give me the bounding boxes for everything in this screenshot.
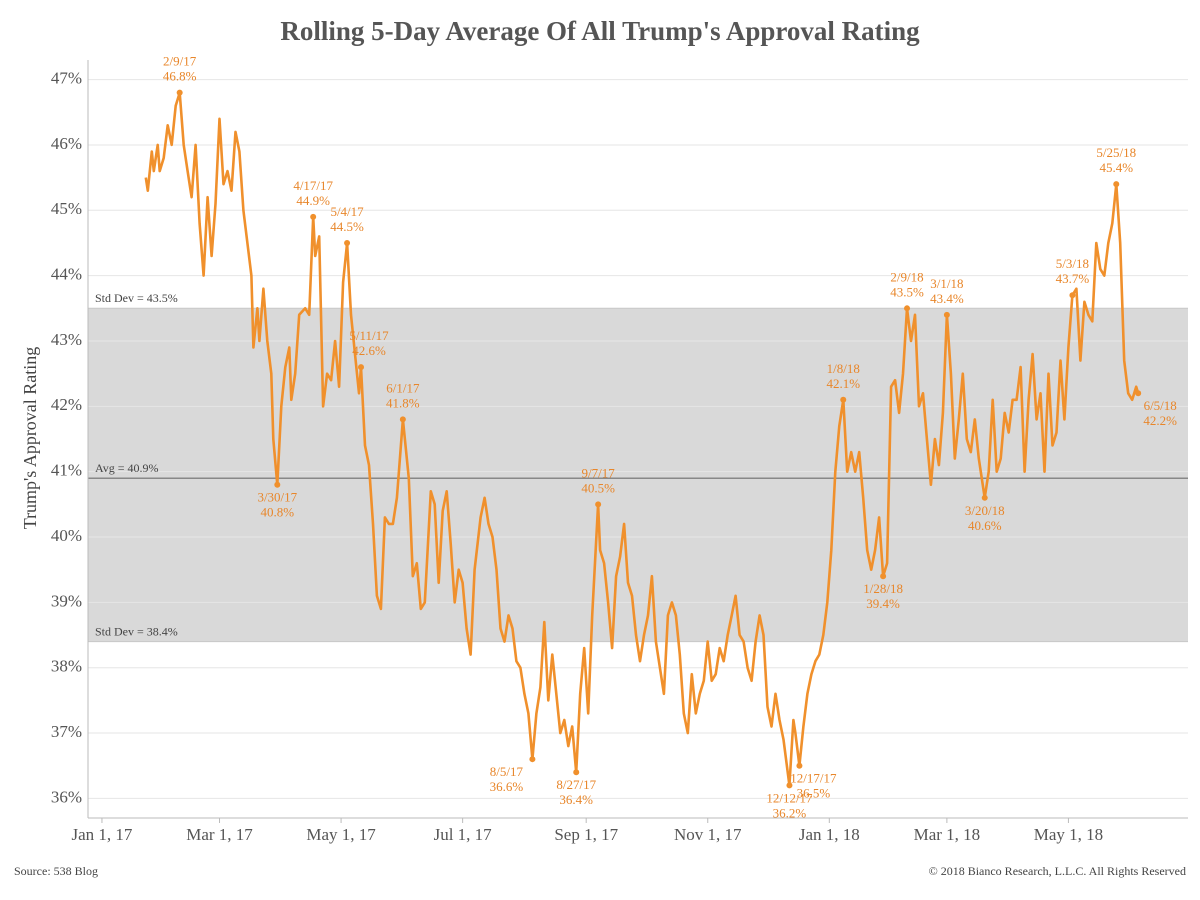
annotation-point — [310, 213, 317, 220]
annotation-date: 3/20/18 — [965, 503, 1005, 518]
annotation-value: 43.5% — [890, 284, 924, 299]
annotation-point — [176, 89, 183, 96]
annotation-value: 43.4% — [930, 291, 964, 306]
annotation-value: 41.8% — [386, 395, 420, 410]
source: Source: 538 Blog — [14, 864, 98, 878]
annotation-date: 5/4/17 — [330, 204, 364, 219]
x-tick-label: May 1, 18 — [1034, 825, 1103, 844]
annotation-date: 12/12/17 — [766, 790, 813, 805]
annotation-point — [529, 756, 536, 763]
y-tick-label: 41% — [51, 461, 82, 480]
y-tick-label: 43% — [51, 330, 82, 349]
x-tick-label: Jan 1, 18 — [799, 825, 860, 844]
annotation-value: 42.1% — [826, 376, 860, 391]
annotation-date: 8/5/17 — [490, 764, 524, 779]
annotation-point — [399, 416, 406, 423]
y-tick-label: 44% — [51, 265, 82, 284]
annotation-point — [796, 762, 803, 769]
annotation-point — [786, 782, 793, 789]
annotation-date: 2/9/18 — [890, 269, 923, 284]
annotation-value: 45.4% — [1099, 160, 1133, 175]
y-tick-label: 42% — [51, 395, 82, 414]
x-tick-label: Jul 1, 17 — [434, 825, 493, 844]
annotation-date: 9/7/17 — [582, 465, 616, 480]
y-tick-label: 40% — [51, 526, 82, 545]
annotation-point — [274, 481, 281, 488]
annotation-value: 36.2% — [773, 805, 807, 820]
annotation-point — [595, 501, 602, 508]
reference-label: Std Dev = 43.5% — [95, 291, 178, 305]
annotation-point — [943, 311, 950, 318]
y-tick-label: 45% — [51, 199, 82, 218]
annotation-value: 43.7% — [1056, 271, 1090, 286]
annotation-value: 40.5% — [581, 480, 615, 495]
reference-label: Avg = 40.9% — [95, 461, 159, 475]
annotation-value: 36.5% — [797, 786, 831, 801]
annotation-date: 4/17/17 — [293, 178, 333, 193]
annotation-point — [344, 239, 351, 246]
x-tick-label: Sep 1, 17 — [554, 825, 618, 844]
y-tick-label: 38% — [51, 657, 82, 676]
annotation-value: 39.4% — [866, 596, 900, 611]
annotation-date: 5/25/18 — [1096, 145, 1136, 160]
annotation-point — [1069, 292, 1076, 299]
annotation-date: 1/28/18 — [863, 581, 903, 596]
annotation-value: 42.2% — [1143, 413, 1177, 428]
annotation-date: 6/5/18 — [1144, 398, 1177, 413]
annotation-value: 36.6% — [490, 779, 524, 794]
annotation-value: 44.9% — [296, 193, 330, 208]
annotation-point — [1113, 181, 1120, 188]
annotation-point — [904, 305, 911, 312]
y-tick-label: 47% — [51, 69, 82, 88]
annotation-point — [840, 396, 847, 403]
annotation-date: 3/30/17 — [257, 490, 297, 505]
annotation-value: 40.6% — [968, 518, 1002, 533]
annotation-point — [880, 573, 887, 580]
annotation-point — [358, 364, 365, 371]
chart-title: Rolling 5-Day Average Of All Trump's App… — [280, 16, 920, 46]
annotation-date: 2/9/17 — [163, 54, 197, 69]
annotation-date: 12/17/17 — [790, 771, 837, 786]
annotation-point — [573, 769, 580, 776]
reference-label: Std Dev = 38.4% — [95, 624, 178, 638]
annotation-value: 46.8% — [163, 69, 197, 84]
y-tick-label: 36% — [51, 787, 82, 806]
x-tick-label: Nov 1, 17 — [674, 825, 742, 844]
annotation-value: 36.4% — [559, 792, 593, 807]
copyright: © 2018 Bianco Research, L.L.C. All Right… — [929, 864, 1186, 878]
x-tick-label: Jan 1, 17 — [71, 825, 132, 844]
approval-line — [144, 91, 1140, 787]
x-tick-label: May 1, 17 — [306, 825, 376, 844]
annotation-date: 6/1/17 — [386, 380, 420, 395]
annotation-date: 8/27/17 — [556, 777, 596, 792]
x-tick-label: Mar 1, 17 — [186, 825, 253, 844]
y-axis-label: Trump's Approval Rating — [20, 347, 40, 530]
annotation-value: 44.5% — [330, 219, 364, 234]
annotation-value: 40.8% — [261, 505, 295, 520]
y-tick-label: 37% — [51, 722, 82, 741]
y-tick-label: 46% — [51, 134, 82, 153]
annotation-date: 5/3/18 — [1056, 256, 1089, 271]
std-dev-band — [88, 308, 1188, 642]
annotation-date: 1/8/18 — [827, 361, 860, 376]
annotation-date: 3/1/18 — [930, 276, 963, 291]
annotation-value: 42.6% — [352, 343, 386, 358]
annotation-date: 5/11/17 — [349, 328, 389, 343]
annotation-point — [1135, 390, 1142, 397]
y-tick-label: 39% — [51, 591, 82, 610]
annotation-point — [981, 494, 988, 501]
x-tick-label: Mar 1, 18 — [914, 825, 981, 844]
